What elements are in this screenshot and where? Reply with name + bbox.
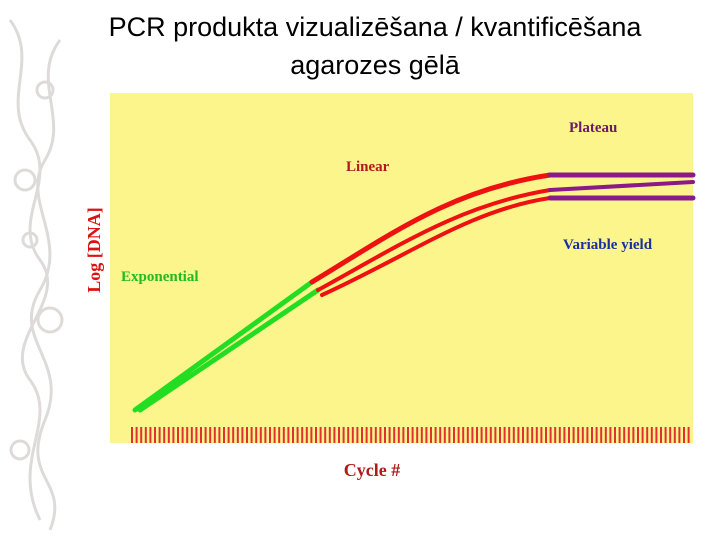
title: PCR produkta vizualizēšana / kvantificēš…: [108, 12, 642, 42]
y-axis-label: Log [DNA]: [84, 207, 104, 293]
title: agarozes gēlā: [290, 50, 460, 80]
phase-label: Variable yield: [563, 237, 653, 253]
cycle-ticks: [131, 427, 690, 443]
curves: [132, 172, 696, 413]
plot-area: [110, 93, 693, 443]
phase-label: Plateau: [569, 120, 617, 136]
decor: [8, 19, 64, 531]
phase-label: Exponential: [121, 269, 199, 285]
x-axis-label: Cycle #: [344, 460, 400, 480]
phase-label: Linear: [346, 159, 390, 175]
